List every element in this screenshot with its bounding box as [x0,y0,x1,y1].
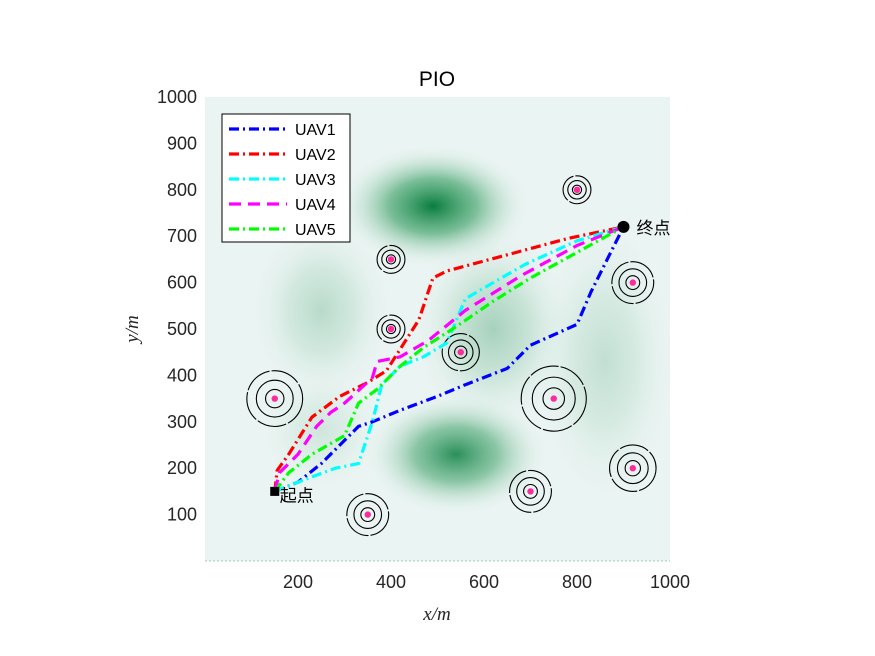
threat-zone [246,370,304,428]
x-tick-label: 600 [469,572,499,592]
threat-center [457,349,464,356]
threat-zones [246,175,657,537]
threat-zone [346,493,390,537]
threat-center [629,465,636,472]
threat-ring [618,268,648,297]
threat-center [387,256,395,263]
threat-zone [562,175,592,205]
threat-zone [520,365,587,432]
threat-center [527,488,534,495]
y-tick-label: 1000 [157,87,197,107]
chart-title: PIO [419,68,455,91]
terrain-heatmap [249,144,670,516]
threat-ring [616,452,649,485]
uav-path-uav5 [273,225,625,493]
y-tick-label: 600 [167,273,197,293]
threat-center [550,395,557,402]
threat-ring [509,469,552,513]
threat-ring [611,261,655,305]
uav-path-uav2 [273,225,624,492]
threat-zone [376,244,406,274]
y-tick-label: 800 [167,180,197,200]
uav-path-uav4 [273,225,625,492]
y-tick-label: 300 [167,412,197,432]
terrain-peak [533,218,670,505]
terrain-peak [259,369,383,493]
threat-ring [562,175,592,205]
threat-ring [376,314,406,344]
threat-center [573,186,581,193]
threat-center [387,325,395,333]
threat-zone [611,261,655,305]
x-tick-label: 800 [562,572,592,592]
threat-ring [625,275,641,291]
y-axis-label: y/m [122,315,143,344]
y-tick-label: 400 [167,365,197,385]
x-tick-label: 1000 [650,572,690,592]
threat-zone [441,333,480,372]
threat-zone [509,469,552,513]
threat-ring [385,254,397,265]
y-tick-label: 100 [167,505,197,525]
threat-center [364,511,371,518]
start-label: 起点 [280,486,314,506]
legend-label: UAV5 [295,222,336,239]
terrain-peak [249,218,393,403]
threat-ring [447,339,474,366]
threat-ring [381,249,401,270]
y-tick-label: 500 [167,319,197,339]
threat-zone [376,314,406,344]
threat-ring [567,180,587,200]
threat-ring [516,477,545,506]
threat-ring [542,387,566,410]
threat-ring [624,459,642,477]
legend-label: UAV3 [295,172,336,189]
legend-label: UAV4 [295,197,336,214]
threat-zone [608,444,657,493]
threat-ring [381,319,401,339]
endpoint-markers: 起点 终点 [270,219,671,506]
goal-marker [617,220,630,233]
threat-ring [441,333,480,372]
y-tick-label: 200 [167,458,197,478]
goal-label: 终点 [637,219,671,239]
threat-ring [531,376,576,421]
x-tick-label: 200 [283,572,313,592]
uav-path-uav1 [274,226,625,493]
threat-ring [523,483,538,499]
threat-ring [454,345,468,359]
threat-ring [608,444,657,493]
threat-ring [360,507,376,523]
x-axis-label: x/m [422,604,450,625]
x-tick-label: 400 [376,572,406,592]
threat-ring [255,379,294,418]
threat-center [629,279,636,286]
y-tick-label: 900 [167,133,197,153]
threat-ring [571,184,583,195]
uav-path-uav3 [274,225,624,493]
start-marker [270,486,280,496]
threat-ring [246,370,304,428]
legend: UAV1 UAV2 UAV3 UAV4 UAV5 [221,113,351,243]
legend-label: UAV1 [295,122,336,139]
x-axis-ticks: 200 400 600 800 1000 [205,560,690,592]
y-axis-ticks: 100 200 300 400 500 600 700 800 900 1000 [157,87,197,525]
threat-ring [520,365,587,432]
legend-label: UAV2 [295,147,336,164]
uav-paths [273,225,625,493]
y-tick-label: 700 [167,226,197,246]
threat-ring [353,500,383,529]
threat-ring [385,323,397,335]
threat-ring [346,493,390,537]
threat-center [271,395,278,402]
threat-ring [264,388,285,409]
threat-ring [376,244,406,274]
